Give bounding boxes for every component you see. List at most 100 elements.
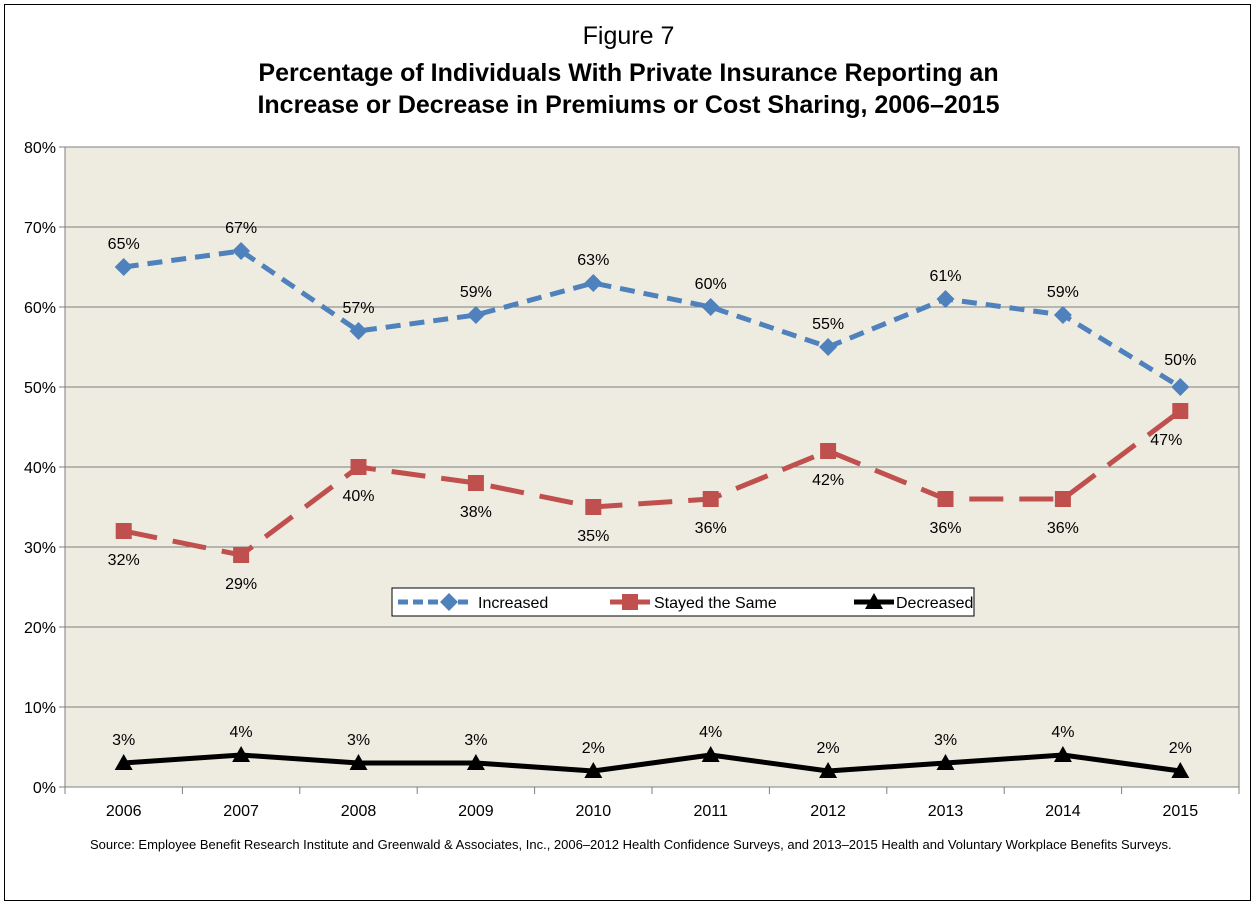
axes: 0% 10% 20% 30% 40% 50% 60% 70% 80% 2006 2007 2008 20…: [24, 140, 1240, 820]
data-point: [1053, 746, 1072, 762]
data-label: 57%: [342, 300, 374, 317]
y-tick-label: 80%: [24, 140, 56, 157]
data-point: [349, 754, 368, 770]
legend-item-decreased: Decreased: [854, 593, 973, 612]
data-point: [937, 491, 954, 507]
data-point: [233, 547, 250, 563]
data-label: 36%: [695, 520, 727, 537]
legend-item-increased: Increased: [398, 593, 548, 612]
data-point: [585, 499, 602, 515]
chart-title-line-2: Increase or Decrease in Premiums or Cost…: [257, 91, 1000, 119]
source-note: Source: Employee Benefit Research Instit…: [90, 837, 1172, 852]
data-point: [1053, 306, 1072, 324]
data-point: [350, 459, 367, 475]
legend-marker: [622, 594, 638, 610]
series-stayed-the-same: 32% 29% 40% 38% 35% 36% 42% 36% 36% 47%: [108, 403, 1189, 593]
data-point: [702, 491, 719, 507]
data-label: 59%: [460, 284, 492, 301]
data-point: [115, 523, 132, 539]
data-point: [584, 762, 603, 778]
data-point: [701, 746, 720, 762]
legend-item-stayed-the-same: Stayed the Same: [610, 594, 777, 612]
x-tick-label: 2006: [106, 803, 142, 820]
legend-marker: [440, 593, 458, 611]
data-label: 42%: [812, 472, 844, 489]
series-line: [123, 248, 1182, 390]
data-label: 4%: [1051, 724, 1074, 741]
data-point: [1171, 378, 1190, 396]
chart-title-line-1: Percentage of Individuals With Private I…: [258, 59, 999, 87]
data-label: 2%: [1169, 740, 1192, 757]
y-tick-label: 40%: [24, 460, 56, 477]
data-label: 65%: [108, 236, 140, 253]
data-label: 3%: [464, 732, 487, 749]
x-tick-label: 2008: [341, 803, 377, 820]
legend-marker: [865, 593, 883, 609]
legend-label: Stayed the Same: [654, 595, 777, 612]
data-label: 50%: [1164, 352, 1196, 369]
data-point: [232, 746, 251, 762]
y-tick-label: 60%: [24, 300, 56, 317]
data-point: [1171, 762, 1190, 778]
data-point: [936, 754, 955, 770]
data-point: [701, 298, 720, 316]
data-point: [819, 762, 838, 778]
series-line: [123, 752, 1181, 774]
x-tick-label: 2011: [693, 803, 728, 820]
figure-label: Figure 7: [582, 22, 675, 50]
data-label: 4%: [230, 724, 253, 741]
data-label: 59%: [1047, 284, 1079, 301]
data-point: [114, 754, 133, 770]
data-label: 47%: [1150, 432, 1182, 449]
chart-title: Percentage of Individuals With Private I…: [0, 57, 1257, 121]
data-label: 63%: [577, 252, 609, 269]
x-tick-label: 2007: [223, 803, 259, 820]
data-label: 36%: [929, 520, 961, 537]
series-layer: 65%67%57%59%63%60%55%61%59%50%32%29%40%3…: [108, 220, 1196, 778]
x-tick-label: 2015: [1163, 803, 1199, 820]
data-label: 29%: [225, 576, 257, 593]
data-point: [819, 338, 838, 356]
data-label: 61%: [929, 268, 961, 285]
x-tick-label: 2009: [458, 803, 494, 820]
data-label: 3%: [347, 732, 370, 749]
x-tick-label: 2012: [810, 803, 846, 820]
data-point: [820, 443, 837, 459]
data-label: 35%: [577, 528, 609, 545]
data-label: 67%: [225, 220, 257, 237]
series-decreased: 3% 4% 3% 3% 2% 4% 2% 3% 4% 2%: [112, 724, 1192, 778]
data-point: [466, 754, 485, 770]
series-line: [123, 408, 1182, 558]
data-label: 3%: [112, 732, 135, 749]
legend: Increased Stayed the Same Decreased: [391, 587, 975, 617]
y-tick-label: 10%: [24, 700, 56, 717]
data-label: 55%: [812, 316, 844, 333]
y-tick-label: 30%: [24, 540, 56, 557]
x-tick-label: 2013: [928, 803, 964, 820]
data-point: [114, 258, 133, 276]
data-point: [467, 475, 484, 491]
data-point: [936, 290, 955, 308]
y-tick-label: 20%: [24, 620, 56, 637]
data-point: [232, 242, 251, 260]
x-tick-label: 2010: [576, 803, 612, 820]
data-label: 4%: [699, 724, 722, 741]
x-tick-label: 2014: [1045, 803, 1081, 820]
legend-label: Decreased: [896, 595, 973, 612]
series-increased: 65% 67% 57% 59% 63% 60% 55% 61% 59% 50%: [108, 220, 1196, 396]
data-point: [466, 306, 485, 324]
legend-label: Increased: [478, 595, 548, 612]
data-label: 2%: [582, 740, 605, 757]
data-point: [584, 274, 603, 292]
data-label: 2%: [817, 740, 840, 757]
data-label: 60%: [695, 276, 727, 293]
data-label: 38%: [460, 504, 492, 521]
data-point: [1172, 403, 1189, 419]
y-tick-label: 0%: [33, 780, 56, 797]
y-tick-label: 70%: [24, 220, 56, 237]
data-label: 32%: [108, 552, 140, 569]
data-label: 36%: [1047, 520, 1079, 537]
y-tick-label: 50%: [24, 380, 56, 397]
data-point: [349, 322, 368, 340]
